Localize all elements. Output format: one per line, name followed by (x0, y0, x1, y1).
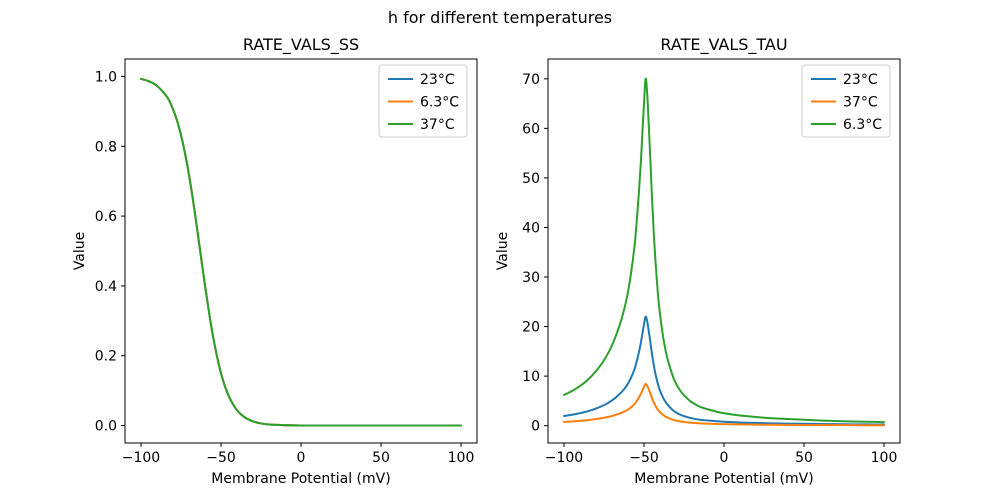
series-line-37c (563, 382, 885, 427)
y-tick-label: 40 (522, 220, 540, 236)
series-line-23c (563, 315, 885, 426)
legend-label: 23°C (420, 72, 455, 88)
y-tick-label: 0 (531, 419, 540, 435)
x-axis-label: Membrane Potential (mV) (634, 471, 813, 487)
x-tick-label: −50 (629, 450, 659, 466)
legend-label: 6.3°C (843, 117, 882, 133)
x-tick-label: 100 (871, 450, 898, 466)
legend-box (801, 64, 891, 138)
legend-label: 6.3°C (420, 95, 459, 111)
y-tick-label: 0.0 (95, 419, 117, 435)
y-tick-label: 0.4 (95, 279, 117, 295)
legend: 23°C 6.3°C 37°C (378, 64, 468, 138)
y-tick-label: 50 (522, 171, 540, 187)
legend-entry: 37°C (811, 95, 878, 111)
legend-entry: 23°C (811, 72, 878, 88)
x-tick-label: −50 (206, 450, 236, 466)
y-tick-label: 10 (522, 369, 540, 385)
x-axis-label: Membrane Potential (mV) (211, 471, 390, 487)
legend-label: 37°C (420, 117, 455, 133)
x-tick-label: 100 (448, 450, 475, 466)
subplot-title: RATE_VALS_SS (243, 35, 359, 55)
y-axis-label: Value (72, 232, 88, 270)
y-tick-label: 70 (522, 72, 540, 88)
y-tick-label: 0.8 (95, 139, 117, 155)
legend-entry: 37°C (388, 117, 455, 133)
y-tick-label: 0.2 (95, 349, 117, 365)
x-tick-label: −100 (122, 450, 160, 466)
x-tick-label: 0 (297, 450, 306, 466)
legend: 23°C 37°C 6.3°C (801, 64, 891, 138)
axes-rate-vals-ss: −100 −50 0 50 100 0.0 0.2 0.4 0.6 0.8 1.0 Membrane … (72, 35, 478, 487)
legend-entry: 6.3°C (388, 95, 459, 111)
x-tick-label: 50 (372, 450, 390, 466)
y-tick-label: 60 (522, 121, 540, 137)
legend-box (378, 64, 468, 138)
x-tick-label: −100 (545, 450, 583, 466)
legend-label: 37°C (843, 95, 878, 111)
series-line-37c (140, 77, 462, 427)
series-line-6.3c (563, 77, 885, 424)
x-tick-label: 50 (795, 450, 813, 466)
y-axis-label: Value (495, 232, 511, 270)
y-tick-label: 20 (522, 320, 540, 336)
axes-rate-vals-tau: −100 −50 0 50 100 0 10 20 30 40 50 60 70 Membrane Pot… (495, 35, 901, 487)
legend-entry: 6.3°C (811, 117, 882, 133)
y-tick-label: 30 (522, 270, 540, 286)
x-tick-label: 0 (720, 450, 729, 466)
subplot-title: RATE_VALS_TAU (660, 35, 787, 55)
legend-entry: 23°C (388, 72, 455, 88)
y-tick-label: 0.6 (95, 209, 117, 225)
legend-label: 23°C (843, 72, 878, 88)
y-tick-label: 1.0 (95, 69, 117, 85)
